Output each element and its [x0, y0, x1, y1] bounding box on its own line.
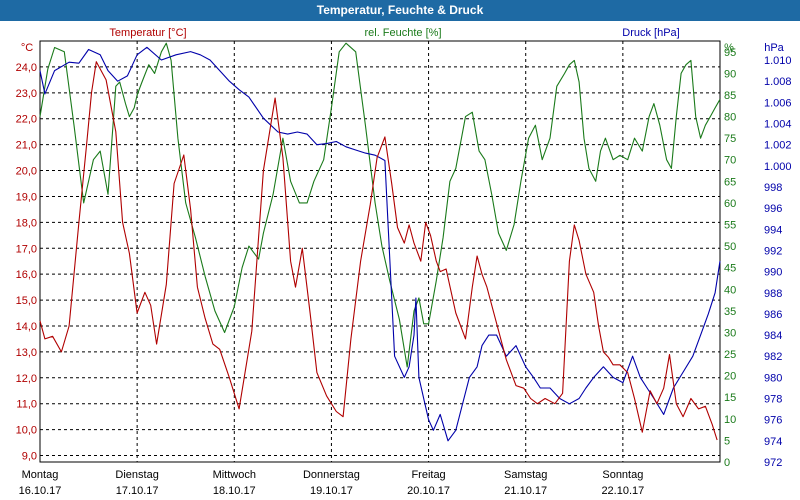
- pressure-tick-label: 1.004: [764, 119, 792, 131]
- pressure-tick-label: 976: [764, 415, 782, 427]
- grid-lines: [39, 40, 721, 463]
- pressure-tick-label: 980: [764, 372, 782, 384]
- pressure-unit-label: hPa: [764, 42, 784, 54]
- legend-humidity: rel. Feuchte [%]: [364, 27, 441, 39]
- x-date-label: 16.10.17: [19, 485, 62, 497]
- humidity-tick-label: 65: [724, 176, 736, 188]
- pressure-tick-label: 1.008: [764, 76, 792, 88]
- pressure-tick-label: 1.006: [764, 97, 792, 109]
- humidity-tick-label: 70: [724, 155, 736, 167]
- x-axis-labels: Montag 16.10.17 Dienstag 17.10.17 Mittwoch 18…: [19, 469, 645, 497]
- temperature-tick-label: 13,0: [16, 347, 37, 359]
- humidity-tick-label: 25: [724, 349, 736, 361]
- humidity-tick-label: 60: [724, 198, 736, 210]
- humidity-tick-label: 30: [724, 327, 736, 339]
- humidity-axis-ticks: 0 5 10 15 20 25 30 35 40 45 50 55 60 65 70 75 80 85 90 95: [724, 47, 736, 469]
- temperature-tick-label: 10,0: [16, 425, 37, 437]
- plot-frame: [39, 40, 721, 463]
- x-day-label: Dienstag: [115, 469, 158, 481]
- humidity-tick-label: 50: [724, 241, 736, 253]
- x-date-label: 18.10.17: [213, 485, 256, 497]
- legend-temperature: Temperatur [°C]: [109, 27, 186, 39]
- x-date-label: 21.10.17: [504, 485, 547, 497]
- pressure-tick-label: 996: [764, 203, 782, 215]
- temperature-tick-label: 12,0: [16, 373, 37, 385]
- x-date-label: 17.10.17: [116, 485, 159, 497]
- humidity-tick-label: 10: [724, 414, 736, 426]
- series-layer: [39, 42, 721, 442]
- temperature-tick-label: 16,0: [16, 269, 37, 281]
- humidity-tick-label: 90: [724, 68, 736, 80]
- x-day-label: Montag: [22, 469, 59, 481]
- temperature-axis-ticks: 9,0 10,0 11,0 12,0 13,0 14,0 15,0 16,0 17,0 18,0 1…: [16, 62, 37, 463]
- humidity-tick-label: 95: [724, 47, 736, 59]
- pressure-tick-label: 986: [764, 309, 782, 321]
- humidity-tick-label: 20: [724, 371, 736, 383]
- humidity-tick-label: 80: [724, 112, 736, 124]
- pressure-tick-label: 992: [764, 245, 782, 257]
- pressure-tick-label: 972: [764, 457, 782, 469]
- chart-canvas: 9,0 10,0 11,0 12,0 13,0 14,0 15,0 16,0 17,0 18,0 1…: [16, 27, 792, 497]
- pressure-axis-ticks: 972 974 976 978 980 982 984 986 988 990 992 994 996 9…: [764, 55, 792, 469]
- pressure-tick-label: 974: [764, 436, 782, 448]
- chart-title: Temperatur, Feuchte & Druck: [0, 0, 800, 21]
- humidity-tick-label: 35: [724, 306, 736, 318]
- x-date-label: 22.10.17: [601, 485, 644, 497]
- x-day-label: Freitag: [411, 469, 445, 481]
- pressure-tick-label: 1.000: [764, 161, 792, 173]
- humidity-tick-label: 40: [724, 284, 736, 296]
- temperature-tick-label: 20,0: [16, 166, 37, 178]
- humidity-tick-label: 85: [724, 90, 736, 102]
- pressure-tick-label: 978: [764, 394, 782, 406]
- legend-pressure: Druck [hPa]: [622, 27, 679, 39]
- humidity-tick-label: 5: [724, 435, 730, 447]
- series-line-temperature: [39, 61, 718, 441]
- series-line-humidity: [39, 42, 721, 368]
- pressure-tick-label: 1.010: [764, 55, 792, 67]
- temperature-unit-label: °C: [21, 42, 33, 54]
- pressure-tick-label: 982: [764, 351, 782, 363]
- humidity-tick-label: 45: [724, 263, 736, 275]
- x-day-label: Samstag: [504, 469, 547, 481]
- temperature-tick-label: 15,0: [16, 295, 37, 307]
- temperature-tick-label: 11,0: [16, 399, 37, 411]
- temperature-tick-label: 21,0: [16, 140, 37, 152]
- temperature-tick-label: 24,0: [16, 62, 37, 74]
- temperature-tick-label: 18,0: [16, 217, 37, 229]
- pressure-tick-label: 998: [764, 182, 782, 194]
- humidity-tick-label: 75: [724, 133, 736, 145]
- pressure-tick-label: 1.002: [764, 140, 792, 152]
- pressure-tick-label: 994: [764, 224, 782, 236]
- pressure-tick-label: 990: [764, 267, 782, 279]
- humidity-tick-label: 15: [724, 392, 736, 404]
- temperature-tick-label: 22,0: [16, 114, 37, 126]
- humidity-tick-label: 0: [724, 457, 730, 469]
- series-line-pressure: [39, 46, 721, 442]
- pressure-tick-label: 984: [764, 330, 782, 342]
- x-day-label: Sonntag: [602, 469, 643, 481]
- x-date-label: 20.10.17: [407, 485, 450, 497]
- temperature-tick-label: 17,0: [16, 243, 37, 255]
- temperature-tick-label: 19,0: [16, 191, 37, 203]
- pressure-tick-label: 988: [764, 288, 782, 300]
- x-day-label: Donnerstag: [303, 469, 360, 481]
- x-day-label: Mittwoch: [213, 469, 256, 481]
- temperature-tick-label: 23,0: [16, 88, 37, 100]
- humidity-tick-label: 55: [724, 220, 736, 232]
- temperature-tick-label: 14,0: [16, 321, 37, 333]
- temperature-tick-label: 9,0: [22, 451, 37, 463]
- x-date-label: 19.10.17: [310, 485, 353, 497]
- humidity-unit-label: %: [724, 42, 734, 54]
